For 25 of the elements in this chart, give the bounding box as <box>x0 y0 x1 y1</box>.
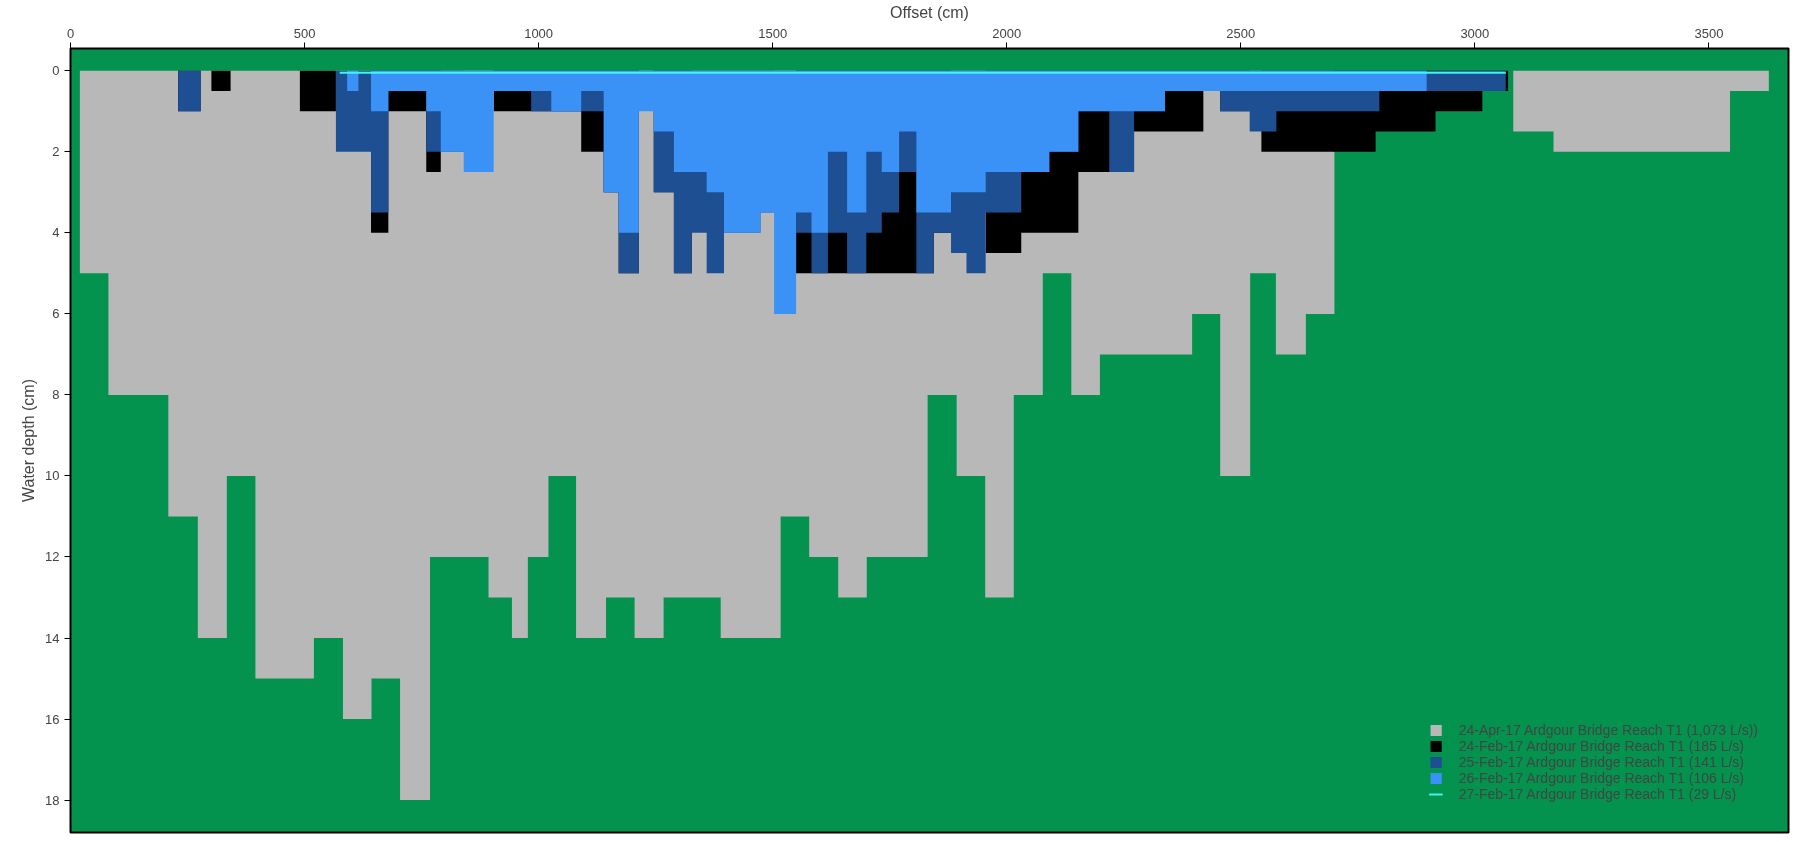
y-tick-label: 18 <box>45 792 60 808</box>
y-tick-label: 14 <box>45 630 60 646</box>
legend-label: 24-Feb-17 Ardgour Bridge Reach T1 (185 L/s) <box>1458 738 1744 754</box>
legend-label: 26-Feb-17 Ardgour Bridge Reach T1 (106 L/s) <box>1458 770 1744 786</box>
x-tick-label: 0 <box>66 25 75 41</box>
legend-label: 24-Apr-17 Ardgour Bridge Reach T1 (1,073 L/s)) <box>1458 722 1758 738</box>
y-tick-label: 4 <box>52 225 60 241</box>
y-tick-label: 6 <box>52 306 60 322</box>
x-tick-label: 1500 <box>758 25 788 41</box>
legend-label: 25-Feb-17 Ardgour Bridge Reach T1 (141 L/s) <box>1458 754 1744 770</box>
y-tick-label: 8 <box>52 387 60 403</box>
y-tick-label: 2 <box>52 144 60 160</box>
y-tick-label: 0 <box>52 63 60 79</box>
y-axis-title: Water depth (cm) <box>20 379 38 502</box>
x-tick-label: 2000 <box>992 25 1022 41</box>
y-tick-label: 12 <box>45 549 60 565</box>
x-tick-label: 2500 <box>1226 25 1256 41</box>
y-tick-label: 10 <box>45 468 60 484</box>
legend-label: 27-Feb-17 Ardgour Bridge Reach T1 (29 L/s) <box>1458 786 1737 802</box>
x-tick-label: 1000 <box>524 25 554 41</box>
x-tick-label: 500 <box>293 25 316 41</box>
y-tick-label: 16 <box>45 711 60 727</box>
x-axis-title: Offset (cm) <box>890 3 969 21</box>
x-tick-label: 3000 <box>1460 25 1490 41</box>
x-tick-label: 3500 <box>1694 25 1724 41</box>
